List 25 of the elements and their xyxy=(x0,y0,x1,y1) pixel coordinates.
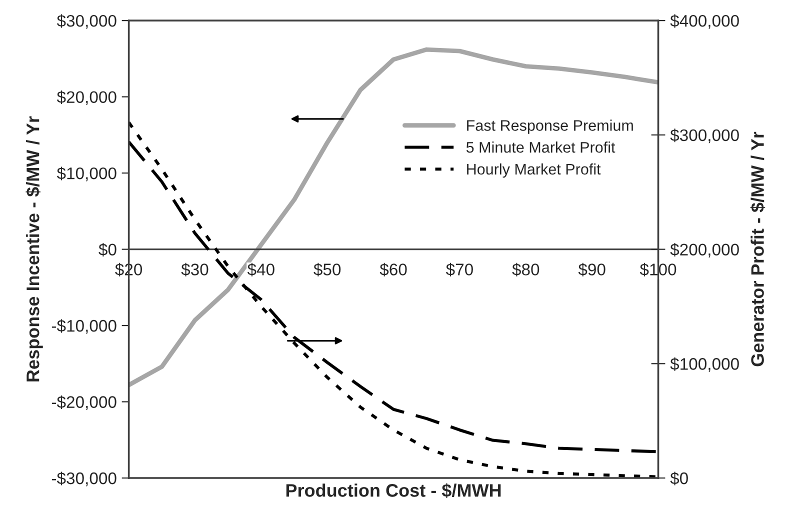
x-tick-label: $70 xyxy=(446,262,473,276)
y-tick-label: $10,000 xyxy=(56,166,116,182)
y-tick-label: $0 xyxy=(98,242,116,256)
x-tick-label: $30 xyxy=(181,262,208,276)
y-tick-label: $20,000 xyxy=(56,90,116,105)
y-tick-label: -$30,000 xyxy=(52,472,116,486)
y2-tick-label: $300,000 xyxy=(670,128,739,144)
y2-tick-label: $200,000 xyxy=(670,242,739,258)
x-tick-label: $40 xyxy=(247,262,274,276)
x-tick-label: $50 xyxy=(314,262,341,276)
x-tick-label: $60 xyxy=(380,262,407,276)
y2-tick-label: $100,000 xyxy=(670,357,739,372)
x-tick-label: $80 xyxy=(512,262,540,276)
y-tick-label: -$20,000 xyxy=(52,395,116,410)
x-axis-title: Production Cost - $/MWH xyxy=(286,483,501,498)
y2-tick-label: $400,000 xyxy=(670,14,739,29)
y-tick-label: -$10,000 xyxy=(52,319,116,334)
legend-label: 5 Minute Market Profit xyxy=(466,142,616,153)
x-tick-label: $90 xyxy=(578,262,606,276)
y-tick-label: $30,000 xyxy=(56,14,116,29)
y-axis-title: Response Incentive - $/MW / Yr xyxy=(26,116,43,382)
y2-axis-title: Generator Profit - $/MW / Yr xyxy=(750,132,766,366)
legend-label: Hourly Market Profit xyxy=(467,163,601,178)
legend-label: Fast Response Premium xyxy=(467,120,633,134)
y2-tick-label: $0 xyxy=(670,472,688,486)
